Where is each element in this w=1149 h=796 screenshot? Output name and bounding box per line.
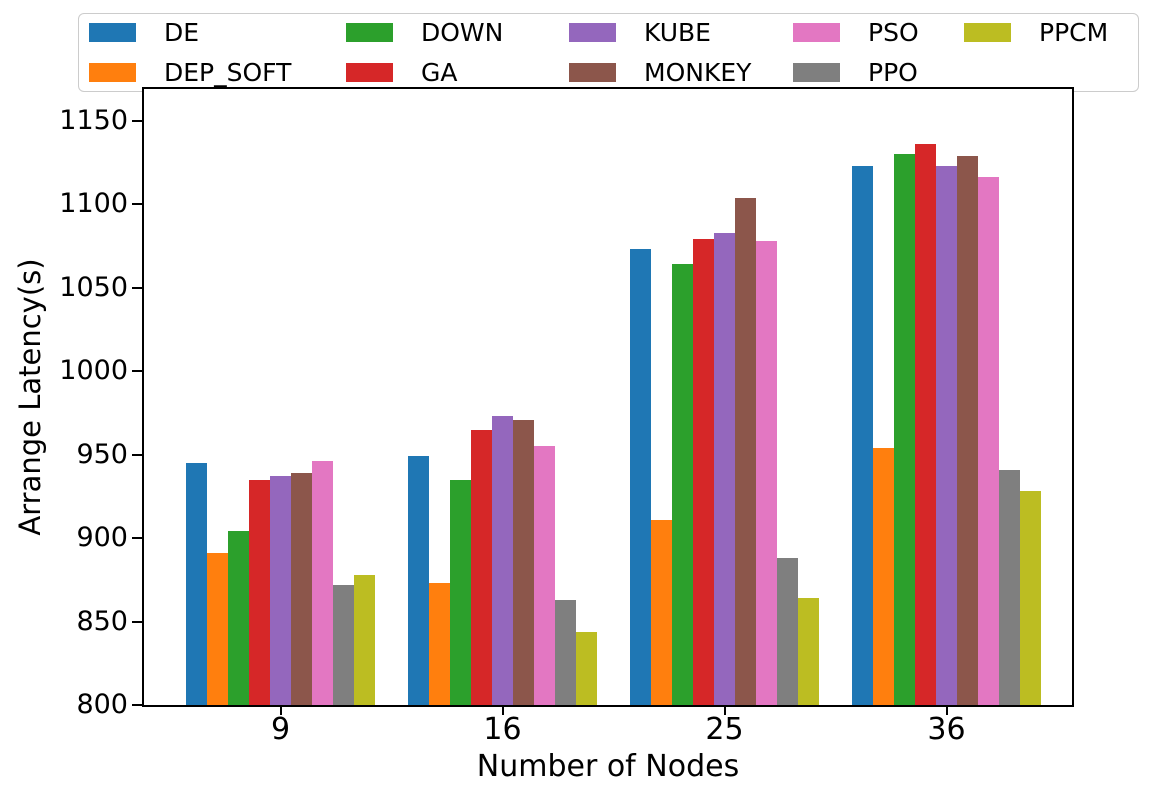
y-tick-label-1050: 1050 (59, 271, 128, 303)
x-tick-mark-36 (945, 707, 948, 715)
bar-ppcm-25 (798, 598, 819, 705)
bar-down-36 (894, 154, 915, 705)
y-axis-label: Arrange Latency(s) (13, 258, 47, 536)
legend-label-pso: PSO (868, 18, 919, 47)
legend-swatch-ppo (793, 63, 840, 82)
bar-dep-soft-9 (207, 553, 228, 705)
y-tick-label-900: 900 (76, 522, 128, 554)
x-tick-label-9: 9 (270, 712, 291, 747)
bar-kube-16 (492, 416, 513, 705)
y-tick-mark-900 (132, 537, 142, 540)
y-tick-label-950: 950 (76, 438, 128, 470)
bar-de-25 (630, 249, 651, 705)
bar-ppo-9 (333, 584, 354, 705)
bar-de-9 (186, 462, 207, 705)
bar-de-16 (408, 456, 429, 705)
bar-ppcm-16 (576, 631, 597, 705)
legend-label-ppcm: PPCM (1039, 18, 1109, 47)
legend-label-kube: KUBE (644, 18, 711, 47)
x-tick-mark-25 (723, 707, 726, 715)
legend-label-down: DOWN (421, 18, 504, 47)
legend-label-dep-soft: DEP_SOFT (164, 58, 292, 87)
y-tick-mark-1050 (132, 286, 142, 289)
bar-ppo-36 (999, 469, 1020, 705)
bar-pso-16 (534, 446, 555, 705)
legend-label-de: DE (164, 18, 200, 47)
bar-de-36 (852, 165, 873, 705)
legend-swatch-dep-soft (89, 63, 136, 82)
bar-ga-25 (693, 239, 714, 705)
x-tick-label-36: 36 (927, 712, 966, 747)
bar-down-25 (672, 264, 693, 705)
y-tick-mark-850 (132, 620, 142, 623)
bar-pso-9 (312, 461, 333, 705)
legend-swatch-de (89, 23, 136, 42)
bar-monkey-25 (735, 197, 756, 705)
plot-area (142, 87, 1074, 707)
y-tick-mark-1150 (132, 119, 142, 122)
bar-ppcm-9 (354, 574, 375, 705)
bar-pso-36 (978, 177, 999, 705)
bar-dep-soft-36 (873, 447, 894, 705)
x-tick-label-16: 16 (483, 712, 522, 747)
bar-kube-9 (270, 476, 291, 705)
legend-swatch-monkey (569, 63, 616, 82)
bar-ppo-25 (777, 558, 798, 705)
y-tick-label-800: 800 (76, 689, 128, 720)
y-tick-label-1150: 1150 (59, 104, 128, 136)
legend-label-monkey: MONKEY (644, 58, 752, 87)
bar-monkey-9 (291, 472, 312, 705)
legend-swatch-ga (346, 63, 393, 82)
x-tick-mark-9 (279, 707, 282, 715)
bar-ppo-16 (555, 599, 576, 705)
y-tick-mark-800 (132, 704, 142, 706)
y-tick-mark-950 (132, 453, 142, 456)
legend-swatch-down (346, 23, 393, 42)
y-tick-mark-1100 (132, 203, 142, 206)
x-axis-label: Number of Nodes (476, 749, 740, 784)
bar-ppcm-36 (1020, 491, 1041, 705)
legend-swatch-kube (569, 23, 616, 42)
y-tick-label-850: 850 (76, 605, 128, 637)
bar-kube-25 (714, 232, 735, 705)
x-tick-label-25: 25 (705, 712, 744, 747)
legend-label-ga: GA (421, 58, 458, 87)
y-tick-label-1000: 1000 (59, 355, 128, 387)
bar-ga-36 (915, 144, 936, 705)
bar-kube-36 (936, 165, 957, 705)
legend-swatch-pso (793, 23, 840, 42)
bar-ga-16 (471, 429, 492, 705)
y-tick-mark-1000 (132, 370, 142, 373)
bar-dep-soft-16 (429, 583, 450, 705)
bar-pso-25 (756, 240, 777, 705)
legend: DE DEP_SOFT DOWN GA KUBE MONKEY PSO PPO PPCM (78, 13, 1139, 92)
bar-ga-9 (249, 479, 270, 705)
bar-down-9 (228, 531, 249, 705)
x-tick-mark-16 (501, 707, 504, 715)
bar-monkey-16 (513, 419, 534, 705)
y-tick-label-1100: 1100 (59, 188, 128, 220)
legend-label-ppo: PPO (868, 58, 918, 87)
bar-monkey-36 (957, 155, 978, 705)
bar-dep-soft-25 (651, 519, 672, 705)
bar-down-16 (450, 479, 471, 705)
legend-swatch-ppcm (964, 23, 1011, 42)
